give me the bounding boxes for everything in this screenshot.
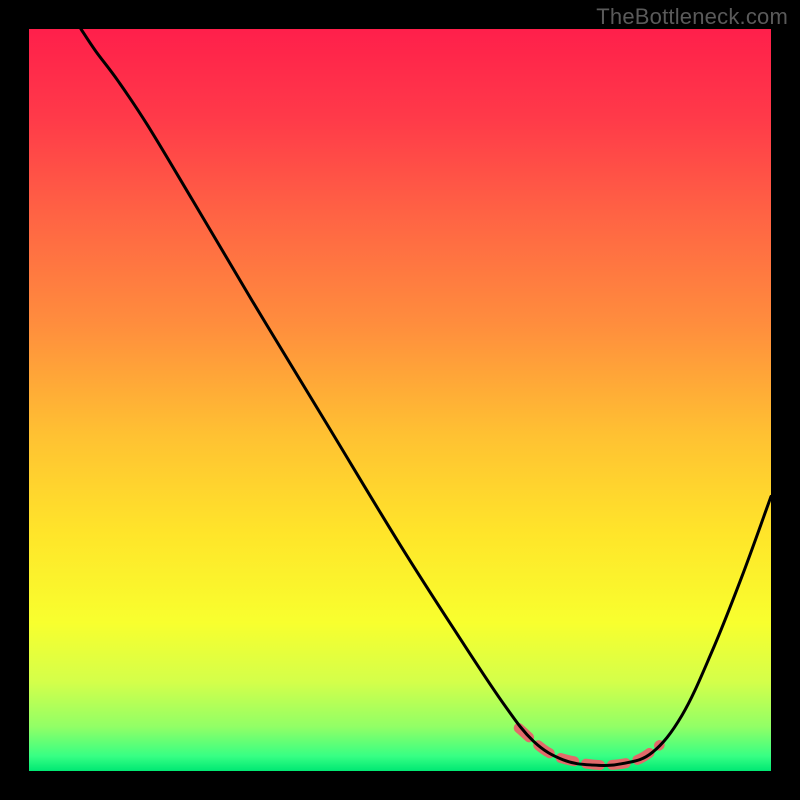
bottleneck-curve: [81, 29, 771, 765]
chart-plot-area: [29, 29, 771, 771]
curve-layer: [29, 29, 771, 771]
attribution-text: TheBottleneck.com: [596, 4, 788, 30]
